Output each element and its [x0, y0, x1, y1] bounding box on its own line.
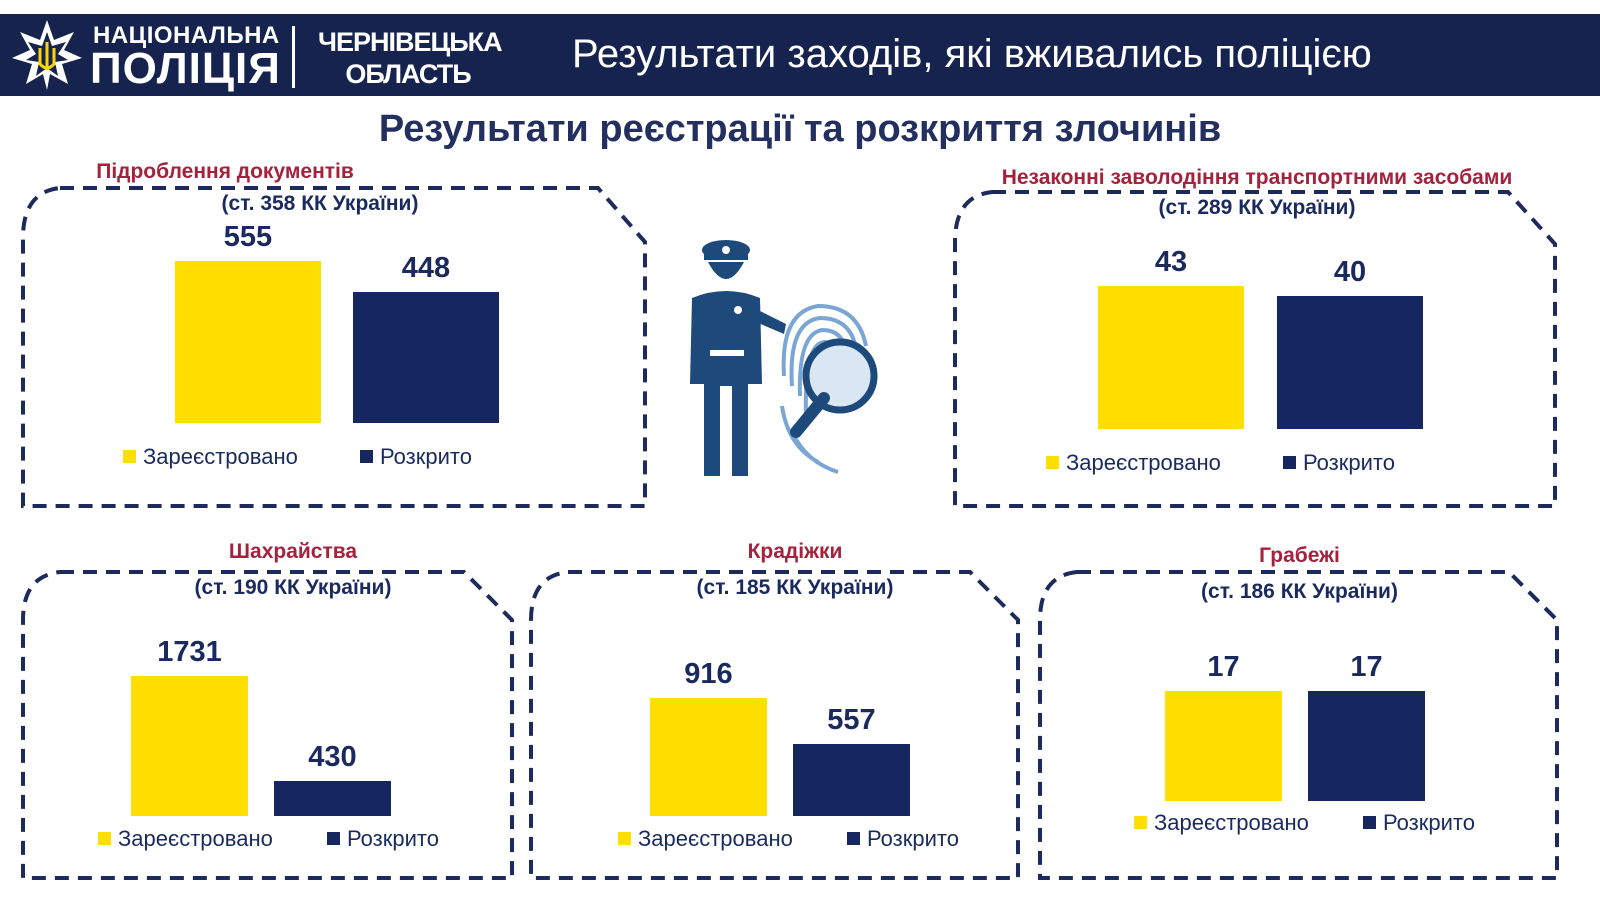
police-emblem-icon: [12, 20, 82, 90]
panel-subtitle: (ст. 190 КК України): [194, 576, 392, 599]
legend-registered: Зареєстровано: [98, 826, 273, 851]
bar-registered: [1098, 286, 1244, 429]
value-label-solved: 557: [827, 704, 876, 736]
value-label-solved: 448: [401, 252, 451, 284]
region-line2: ОБЛАСТЬ: [345, 59, 471, 89]
panel-title: Крадіжки: [747, 540, 843, 563]
panel-frame: [21, 186, 647, 508]
legend-solved: Розкрито: [1362, 810, 1475, 835]
panel-vehicle-theft: Незаконні заволодіння транспортними засо…: [952, 158, 1562, 508]
panel-document-forgery: Підроблення документів (ст. 358 КК Украї…: [20, 158, 650, 508]
legend-solved: Розкрито: [846, 826, 959, 851]
panel-frame: [1038, 570, 1559, 880]
panel-robbery: Грабежі (ст. 186 КК України) Зареєстрова…: [1037, 536, 1562, 888]
value-label-registered: 1731: [157, 636, 222, 668]
legend: Зареєстровано Розкрито: [123, 444, 472, 470]
police-officer-fingerprint-icon: [690, 240, 878, 476]
value-label-registered: 17: [1207, 651, 1240, 683]
panel-title: Підроблення документів: [96, 160, 354, 183]
panel-title: Шахрайства: [228, 540, 358, 563]
bar-registered: [650, 698, 767, 816]
main-title: Результати реєстрації та розкриття злочи…: [378, 108, 1222, 150]
region-name: ЧЕРНІВЕЦЬКА ОБЛАСТЬ: [318, 26, 503, 90]
panel-subtitle: (ст. 185 КК України): [696, 576, 894, 599]
header-divider: [292, 26, 295, 88]
panel-title: Грабежі: [1259, 544, 1340, 567]
bar-solved: [274, 781, 391, 816]
value-label-registered: 555: [223, 221, 273, 253]
bar-registered: [1165, 691, 1282, 801]
org-name-line2: ПОЛІЦІЯ: [90, 44, 281, 93]
legend-solved: Розкрито: [359, 444, 472, 469]
legend-solved: Розкрито: [326, 826, 439, 851]
region-line1: ЧЕРНІВЕЦЬКА: [318, 27, 503, 57]
panel-theft: Крадіжки (ст. 185 КК України) Зареєстров…: [528, 536, 1022, 888]
legend: Зареєстровано Розкрито: [98, 826, 439, 852]
bar-solved: [1277, 296, 1423, 429]
bar-solved: [353, 292, 499, 423]
panel-frame: [953, 190, 1557, 508]
value-label-registered: 916: [684, 658, 733, 690]
legend-registered: Зареєстровано: [1046, 450, 1221, 475]
legend: Зареєстровано Розкрито: [1134, 810, 1475, 836]
legend-registered: Зареєстровано: [618, 826, 793, 851]
bar-registered: [131, 676, 248, 816]
panel-subtitle: (ст. 289 КК України): [1158, 196, 1356, 219]
panel-title: Незаконні заволодіння транспортними засо…: [1001, 166, 1513, 189]
panel-subtitle: (ст. 358 КК України): [221, 192, 419, 215]
legend-registered: Зареєстровано: [1134, 810, 1309, 835]
legend-solved: Розкрито: [1282, 450, 1395, 475]
value-label-solved: 430: [308, 741, 357, 773]
legend: Зареєстровано Розкрито: [1046, 450, 1395, 476]
bar-solved: [793, 744, 910, 816]
header-bar: НАЦІОНАЛЬНА ПОЛІЦІЯ ЧЕРНІВЕЦЬКА ОБЛАСТЬ …: [0, 14, 1600, 96]
value-label-solved: 40: [1333, 256, 1367, 288]
panel-subtitle: (ст. 186 КК України): [1201, 580, 1398, 603]
panel-frame: [529, 570, 1020, 880]
bar-registered: [175, 261, 321, 423]
bar-solved: [1308, 691, 1425, 801]
panel-fraud: Шахрайства (ст. 190 КК України) Зареєстр…: [20, 536, 516, 888]
value-label-solved: 17: [1350, 651, 1383, 683]
legend-registered: Зареєстровано: [123, 444, 298, 469]
legend: Зареєстровано Розкрито: [618, 826, 959, 852]
org-name-line1: НАЦІОНАЛЬНА: [93, 22, 280, 49]
header-title: Результати заходів, які вживались поліці…: [572, 32, 1372, 76]
value-label-registered: 43: [1154, 246, 1188, 278]
